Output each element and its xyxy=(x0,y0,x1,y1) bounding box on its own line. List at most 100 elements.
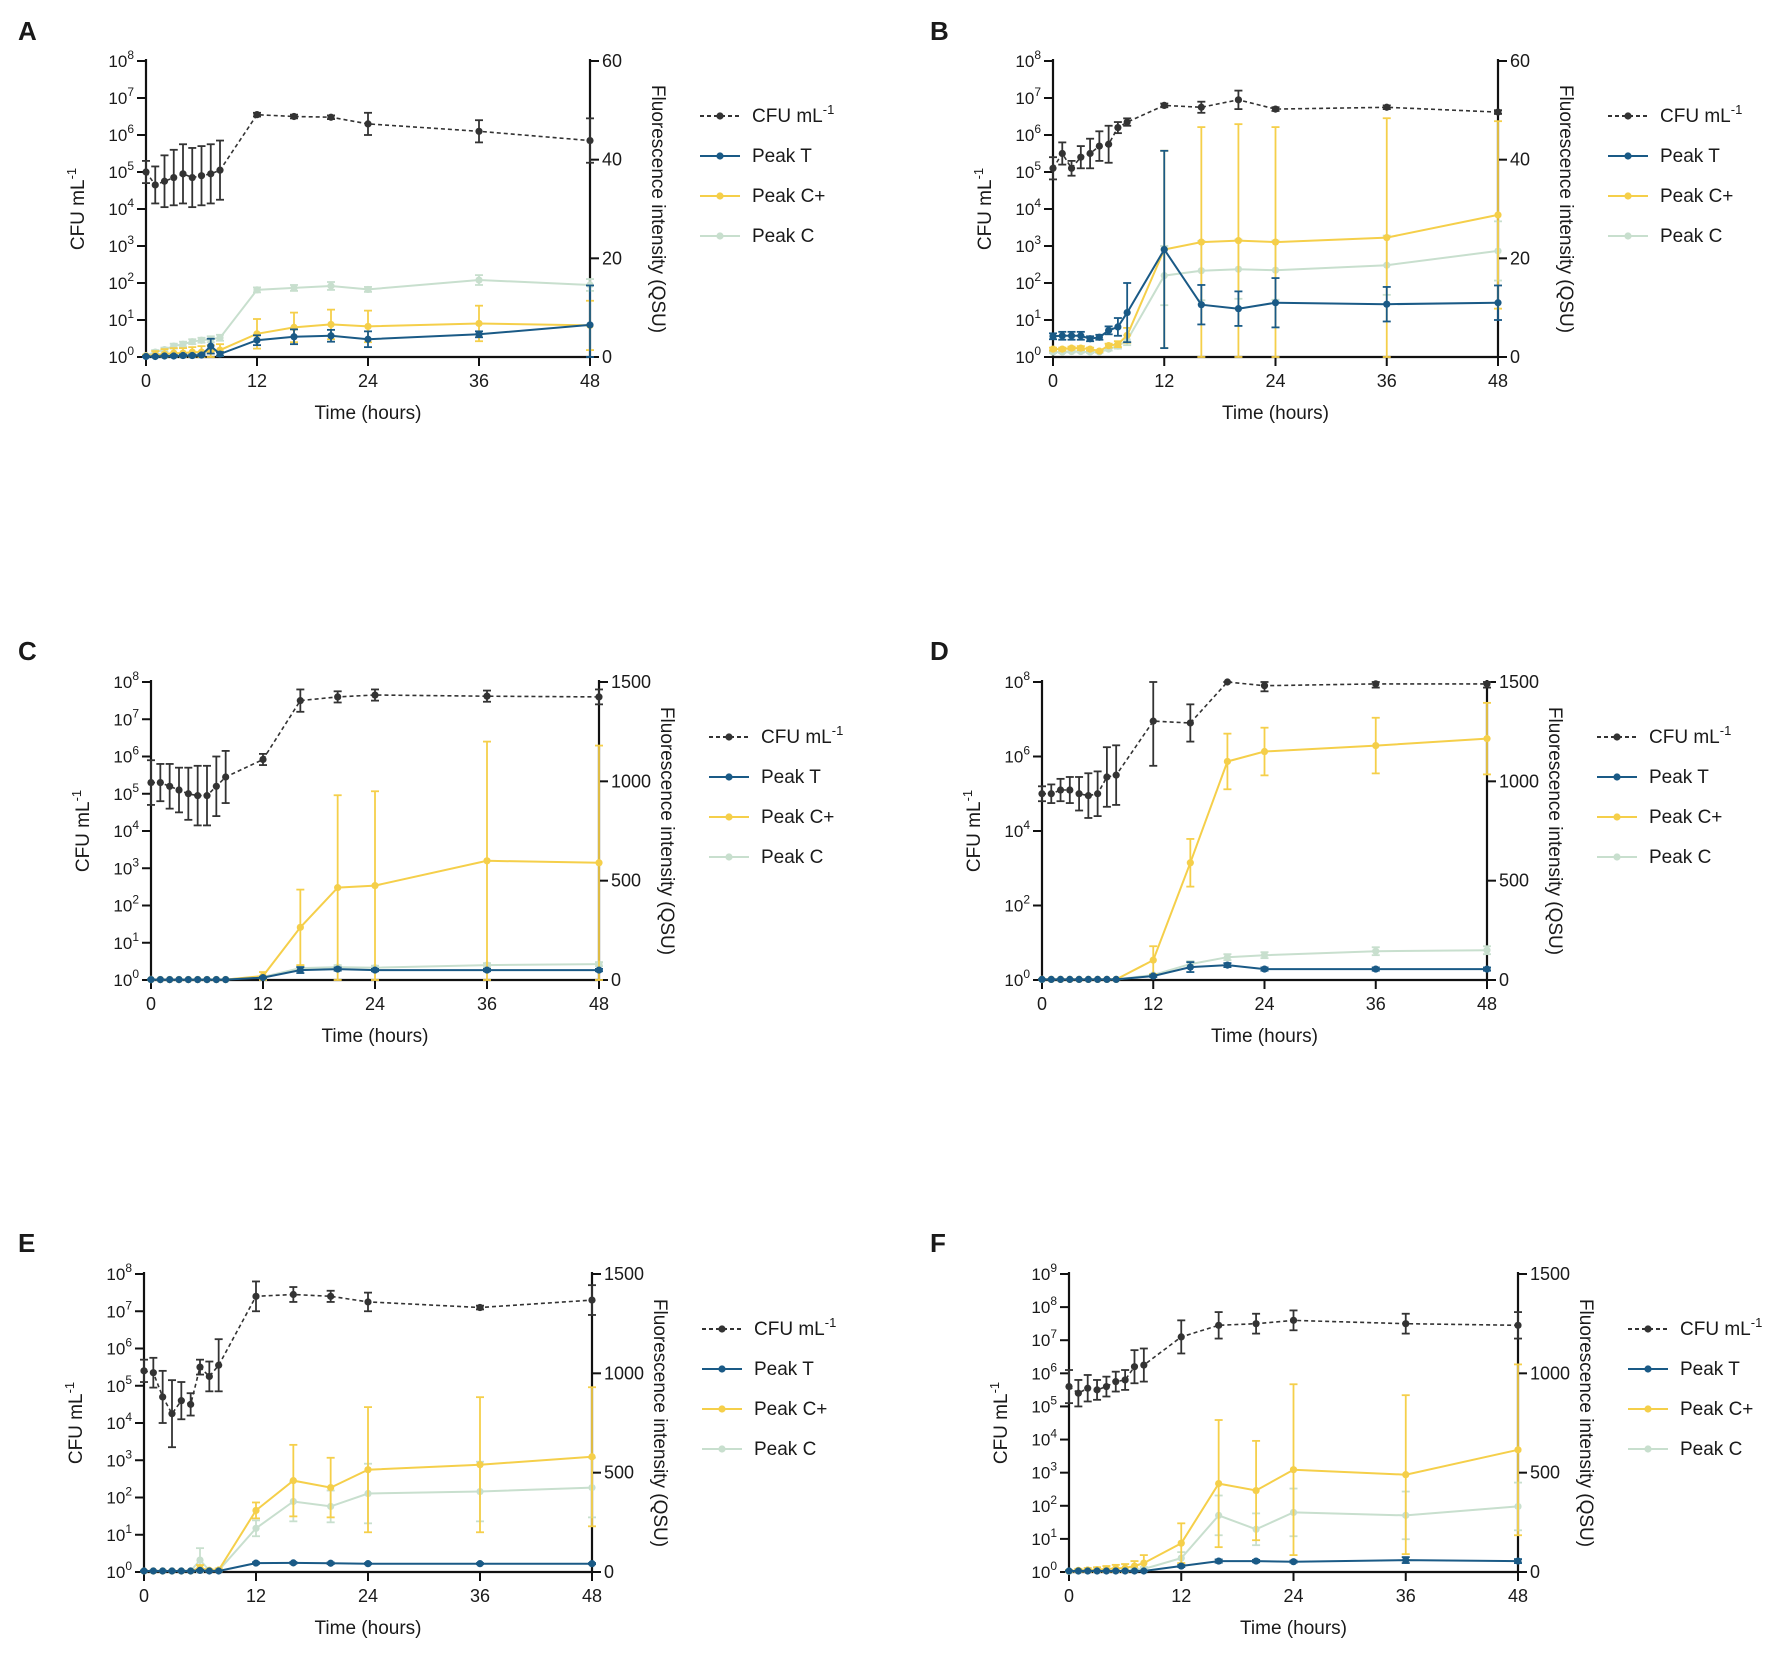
data-point[interactable] xyxy=(364,335,372,343)
data-point[interactable] xyxy=(147,778,155,787)
data-point[interactable] xyxy=(252,1559,260,1567)
data-point[interactable] xyxy=(1402,1556,1410,1564)
data-point[interactable] xyxy=(1084,792,1092,800)
data-point[interactable] xyxy=(1494,108,1502,116)
data-point[interactable] xyxy=(147,976,155,984)
data-point[interactable] xyxy=(1056,975,1065,984)
data-point[interactable] xyxy=(222,976,230,984)
data-point[interactable] xyxy=(166,976,174,984)
data-point[interactable] xyxy=(175,786,183,794)
data-point[interactable] xyxy=(253,336,261,344)
data-point[interactable] xyxy=(1372,947,1380,955)
data-point[interactable] xyxy=(1038,790,1046,798)
data-point[interactable] xyxy=(177,1397,185,1405)
data-point[interactable] xyxy=(1123,118,1131,126)
data-point[interactable] xyxy=(259,974,267,982)
data-point[interactable] xyxy=(1149,972,1157,980)
data-point[interactable] xyxy=(290,112,298,121)
data-point[interactable] xyxy=(1383,234,1391,242)
data-point[interactable] xyxy=(1197,238,1205,246)
data-point[interactable] xyxy=(1086,335,1094,343)
data-point[interactable] xyxy=(1084,1567,1092,1575)
data-point[interactable] xyxy=(1149,956,1157,964)
data-point[interactable] xyxy=(252,1524,260,1532)
data-point[interactable] xyxy=(1483,735,1491,743)
data-point[interactable] xyxy=(289,1559,297,1567)
data-point[interactable] xyxy=(1140,1567,1148,1575)
data-point[interactable] xyxy=(197,172,206,180)
data-point[interactable] xyxy=(1252,1557,1260,1565)
data-point[interactable] xyxy=(1197,103,1205,111)
data-point[interactable] xyxy=(1483,946,1491,954)
data-point[interactable] xyxy=(1114,124,1122,132)
data-point[interactable] xyxy=(188,173,196,182)
data-point[interactable] xyxy=(1038,975,1046,984)
data-point[interactable] xyxy=(1177,1333,1185,1341)
data-point[interactable] xyxy=(1105,342,1113,350)
data-point[interactable] xyxy=(1483,965,1491,973)
data-point[interactable] xyxy=(1103,773,1111,781)
data-point[interactable] xyxy=(151,181,159,189)
data-point[interactable] xyxy=(1095,347,1103,355)
data-point[interactable] xyxy=(207,342,215,350)
data-point[interactable] xyxy=(290,284,298,292)
data-point[interactable] xyxy=(168,1567,176,1575)
data-point[interactable] xyxy=(364,120,372,128)
data-point[interactable] xyxy=(1065,1382,1073,1391)
data-point[interactable] xyxy=(334,693,342,701)
data-point[interactable] xyxy=(168,1410,176,1418)
data-point[interactable] xyxy=(476,1303,484,1312)
data-point[interactable] xyxy=(1223,953,1232,961)
data-point[interactable] xyxy=(1514,1446,1522,1454)
data-point[interactable] xyxy=(327,1292,335,1300)
data-point[interactable] xyxy=(156,778,164,787)
data-point[interactable] xyxy=(205,1567,213,1575)
data-point[interactable] xyxy=(296,697,304,705)
data-point[interactable] xyxy=(476,1461,484,1469)
data-point[interactable] xyxy=(1094,975,1102,984)
data-point[interactable] xyxy=(364,1560,372,1568)
data-point[interactable] xyxy=(1402,1320,1410,1328)
data-point[interactable] xyxy=(1223,678,1232,686)
data-point[interactable] xyxy=(1123,309,1131,317)
data-point[interactable] xyxy=(1483,680,1491,688)
data-point[interactable] xyxy=(1186,963,1194,971)
data-point[interactable] xyxy=(196,1363,204,1371)
data-point[interactable] xyxy=(327,332,335,340)
data-point[interactable] xyxy=(197,336,206,344)
data-point[interactable] xyxy=(1075,790,1083,798)
data-point[interactable] xyxy=(160,352,169,360)
data-point[interactable] xyxy=(1252,1320,1260,1328)
data-point[interactable] xyxy=(1094,790,1102,798)
data-point[interactable] xyxy=(1260,682,1269,690)
data-point[interactable] xyxy=(1130,1567,1139,1575)
data-point[interactable] xyxy=(296,923,304,931)
data-point[interactable] xyxy=(194,976,202,984)
data-point[interactable] xyxy=(1112,1567,1120,1575)
data-point[interactable] xyxy=(142,352,150,361)
data-point[interactable] xyxy=(1058,149,1066,158)
data-point[interactable] xyxy=(1271,299,1280,307)
data-point[interactable] xyxy=(1260,747,1269,756)
data-point[interactable] xyxy=(483,857,491,865)
data-point[interactable] xyxy=(1186,859,1194,867)
data-point[interactable] xyxy=(175,976,183,984)
data-point[interactable] xyxy=(179,340,187,348)
data-point[interactable] xyxy=(1077,332,1085,340)
data-point[interactable] xyxy=(1047,975,1055,984)
data-point[interactable] xyxy=(1121,1567,1129,1575)
data-point[interactable] xyxy=(205,1372,213,1381)
data-point[interactable] xyxy=(1130,1562,1139,1570)
data-point[interactable] xyxy=(586,136,594,145)
data-point[interactable] xyxy=(215,1567,223,1575)
data-point[interactable] xyxy=(1112,771,1120,779)
data-point[interactable] xyxy=(1049,164,1057,172)
data-point[interactable] xyxy=(212,782,220,790)
data-point[interactable] xyxy=(170,173,178,182)
data-point[interactable] xyxy=(1105,140,1113,148)
data-point[interactable] xyxy=(1093,1567,1101,1575)
data-point[interactable] xyxy=(1121,1376,1129,1384)
data-point[interactable] xyxy=(371,882,379,890)
data-point[interactable] xyxy=(1514,1321,1522,1329)
data-point[interactable] xyxy=(1494,299,1502,307)
